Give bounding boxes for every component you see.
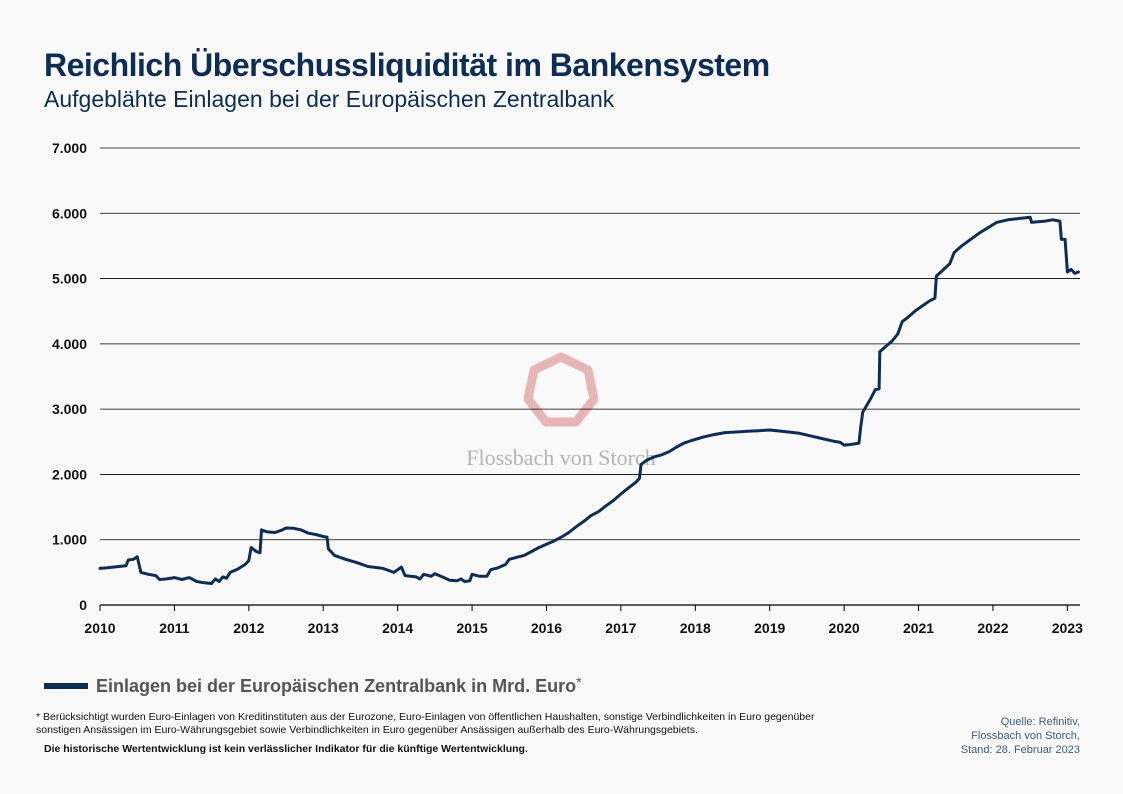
disclaimer: Die historische Wertentwicklung ist kein… (44, 743, 528, 755)
x-tick-label: 2020 (829, 620, 860, 636)
y-tick-label: 4.000 (52, 336, 87, 352)
x-tick-label: 2019 (754, 620, 785, 636)
x-tick-label: 2017 (605, 620, 636, 636)
x-tick-label: 2015 (456, 620, 487, 636)
legend-footnote-marker: * (576, 674, 582, 690)
heptagon-logo-icon (523, 352, 599, 427)
x-tick-label: 2023 (1052, 620, 1083, 636)
x-tick-label: 2016 (531, 620, 562, 636)
source-date: Stand: 28. Februar 2023 (960, 744, 1080, 756)
source-note: Quelle: Refinitiv, Flossbach von Storch,… (961, 715, 1080, 757)
legend: Einlagen bei der Europäischen Zentralban… (44, 674, 582, 698)
x-tick-label: 2018 (680, 620, 711, 636)
y-tick-label: 0 (79, 597, 87, 613)
x-tick-label: 2013 (308, 620, 339, 636)
chart: Flossbach von Storch 0 1.000 2.000 3.000 4.0… (52, 140, 1083, 636)
y-tick-label: 7.000 (52, 140, 87, 156)
y-tick-label: 1.000 (52, 532, 87, 548)
watermark: Flossbach von Storch (466, 352, 656, 470)
x-tick-label: 2010 (84, 620, 115, 636)
chart-subtitle: Aufgeblähte Einlagen bei der Europäische… (44, 86, 615, 112)
y-tick-label: 3.000 (52, 401, 87, 417)
series-line (98, 215, 1080, 585)
y-tick-label: 2.000 (52, 466, 87, 482)
x-tick-label: 2014 (382, 620, 413, 636)
source-line: Flossbach von Storch, (971, 730, 1080, 742)
legend-swatch (44, 683, 88, 689)
y-tick-label: 5.000 (52, 271, 87, 287)
watermark-text: Flossbach von Storch (466, 445, 655, 470)
x-tick-label: 2012 (233, 620, 264, 636)
legend-label: Einlagen bei der Europäischen Zentralban… (96, 675, 577, 696)
x-tick-label: 2022 (977, 620, 1008, 636)
y-tick-label: 6.000 (52, 205, 87, 221)
chart-title: Reichlich Überschussliquidität im Banken… (44, 47, 770, 83)
source-line: Quelle: Refinitiv, (1000, 716, 1080, 728)
x-tick-label: 2011 (159, 620, 190, 636)
footnote: * Berücksichtigt wurden Euro-Einlagen vo… (36, 711, 815, 736)
x-tick-label: 2021 (903, 620, 934, 636)
